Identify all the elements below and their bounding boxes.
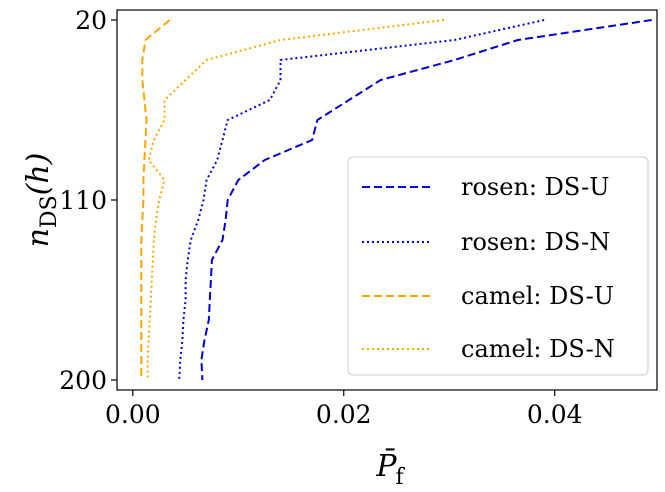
legend-label-0: rosen: DS-U [461,173,610,201]
legend-label-3: camel: DS-N [461,335,615,363]
legend-box [347,156,649,376]
x-axis: 0.00 0.02 0.04 [105,390,583,429]
x-axis-label: P̄f [375,448,405,488]
y-tick-label-1: 110 [59,186,107,215]
y-axis: 20 110 200 [59,6,117,395]
legend-label-1: rosen: DS-N [461,228,610,256]
y-axis-label: nDS(h) [21,153,62,248]
series-line-2 [140,19,171,380]
x-tick-label-0: 0.00 [105,400,161,429]
y-tick-label-2: 200 [59,366,107,395]
x-tick-label-2: 0.04 [527,400,583,429]
series-line-3 [146,19,445,380]
plot-lines [140,19,652,381]
series-line-0 [200,19,652,381]
legend-label-2: camel: DS-U [461,282,614,310]
y-tick-label-0: 20 [75,6,107,35]
series-line-1 [178,19,545,381]
legend: rosen: DS-U rosen: DS-N camel: DS-U camel: … [347,156,649,376]
x-tick-label-1: 0.02 [316,400,372,429]
